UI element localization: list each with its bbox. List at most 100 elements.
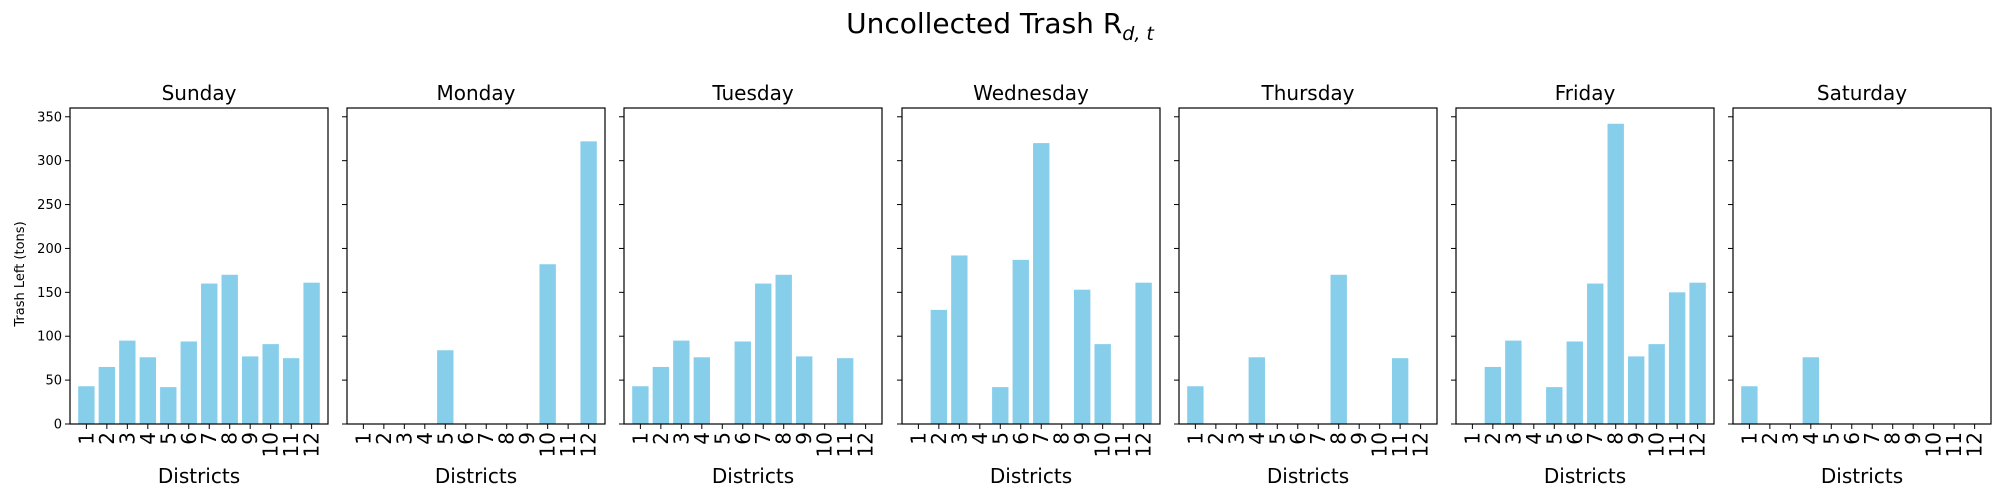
x-tick-label: 12 <box>1132 432 1156 457</box>
x-tick-label: 10 <box>1645 432 1669 457</box>
bar-district-6 <box>734 341 751 424</box>
bar-district-5 <box>992 387 1009 424</box>
x-tick-label: 1 <box>1183 432 1207 445</box>
bar-district-5 <box>160 387 177 424</box>
x-tick-label: 2 <box>1481 432 1505 445</box>
x-tick-label: 6 <box>1563 432 1587 445</box>
bar-district-12 <box>1689 282 1706 424</box>
y-tick-label: 200 <box>37 242 62 257</box>
x-tick-label: 9 <box>1070 432 1094 445</box>
x-tick-label: 11 <box>1665 432 1689 457</box>
x-tick-label: 10 <box>259 432 283 457</box>
bar-district-6 <box>1566 341 1583 424</box>
x-tick-label: 4 <box>1522 432 1546 445</box>
x-tick-label: 7 <box>474 432 498 445</box>
x-tick-label: 11 <box>1111 432 1135 457</box>
bar-district-12 <box>580 141 597 424</box>
y-tick-label: 250 <box>37 198 62 213</box>
bar-district-9 <box>1074 289 1091 424</box>
bar-district-10 <box>539 264 556 424</box>
x-tick-label: 1 <box>906 432 930 445</box>
x-tick-label: 8 <box>1604 432 1628 445</box>
bar-district-4 <box>139 357 156 424</box>
bar-district-9 <box>242 356 259 424</box>
panel-title: Tuesday <box>711 81 794 105</box>
x-tick-label: 2 <box>1204 432 1228 445</box>
x-tick-label: 7 <box>751 432 775 445</box>
x-tick-label: 3 <box>115 432 139 445</box>
bar-district-3 <box>951 255 968 424</box>
axes-frame <box>346 107 606 425</box>
x-tick-label: 12 <box>300 432 324 457</box>
axes-frame <box>1732 107 1992 425</box>
y-tick-label: 0 <box>54 418 62 433</box>
x-tick-label: 4 <box>1245 432 1269 445</box>
x-tick-label: 6 <box>1840 432 1864 445</box>
bar-district-2 <box>98 366 116 424</box>
x-tick-label: 2 <box>1758 432 1782 445</box>
x-tick-label: 4 <box>1799 432 1823 445</box>
axes-frame <box>623 107 883 425</box>
x-axis-label: Districts <box>435 464 517 488</box>
axes-frame <box>69 107 329 425</box>
x-tick-label: 1 <box>351 432 375 445</box>
x-tick-label: 9 <box>1347 432 1371 445</box>
bar-district-1 <box>78 386 95 424</box>
bar-district-1 <box>632 386 649 424</box>
x-tick-label: 11 <box>279 432 303 457</box>
x-axis-label: Districts <box>1267 464 1349 488</box>
x-tick-label: 3 <box>1778 432 1802 445</box>
x-axis-label: Districts <box>158 464 240 488</box>
bar-district-11 <box>1391 358 1409 424</box>
bar-district-7 <box>755 283 772 424</box>
x-tick-label: 7 <box>197 432 221 445</box>
x-tick-label: 7 <box>1306 432 1330 445</box>
x-tick-label: 5 <box>1819 432 1843 445</box>
bar-district-4 <box>693 357 710 424</box>
x-tick-label: 10 <box>1368 432 1392 457</box>
x-tick-label: 9 <box>515 432 539 445</box>
x-axis-label: Districts <box>1821 464 1903 488</box>
x-tick-label: 6 <box>1286 432 1310 445</box>
x-tick-label: 11 <box>1388 432 1412 457</box>
x-tick-label: 1 <box>74 432 98 445</box>
x-tick-label: 1 <box>628 432 652 445</box>
x-tick-label: 6 <box>454 432 478 445</box>
bar-district-4 <box>1248 357 1265 424</box>
x-tick-label: 8 <box>772 432 796 445</box>
bar-district-2 <box>930 309 948 424</box>
x-tick-label: 12 <box>854 432 878 457</box>
bar-district-3 <box>1505 340 1522 424</box>
bar-district-9 <box>1628 356 1645 424</box>
x-tick-label: 9 <box>1624 432 1648 445</box>
axes-frame <box>1455 107 1715 425</box>
x-tick-label: 3 <box>392 432 416 445</box>
x-tick-label: 4 <box>136 432 160 445</box>
bar-district-5 <box>437 350 454 424</box>
x-tick-label: 3 <box>1501 432 1525 445</box>
bar-district-12 <box>303 282 320 424</box>
x-tick-label: 11 <box>556 432 580 457</box>
x-tick-label: 10 <box>813 432 837 457</box>
x-tick-label: 8 <box>1881 432 1905 445</box>
bar-district-4 <box>1802 357 1819 424</box>
x-tick-label: 1 <box>1737 432 1761 445</box>
x-tick-label: 9 <box>238 432 262 445</box>
bar-district-12 <box>1135 282 1152 424</box>
y-tick-label: 150 <box>37 286 62 301</box>
x-tick-label: 4 <box>413 432 437 445</box>
bar-district-8 <box>1607 123 1624 425</box>
y-axis-label: Trash Left (tons) <box>13 221 28 327</box>
bar-district-2 <box>1484 366 1502 424</box>
panel-title: Friday <box>1555 81 1616 105</box>
y-tick-label: 50 <box>45 374 62 389</box>
bar-district-7 <box>201 283 218 424</box>
bar-district-3 <box>673 340 690 424</box>
x-tick-label: 5 <box>1542 432 1566 445</box>
